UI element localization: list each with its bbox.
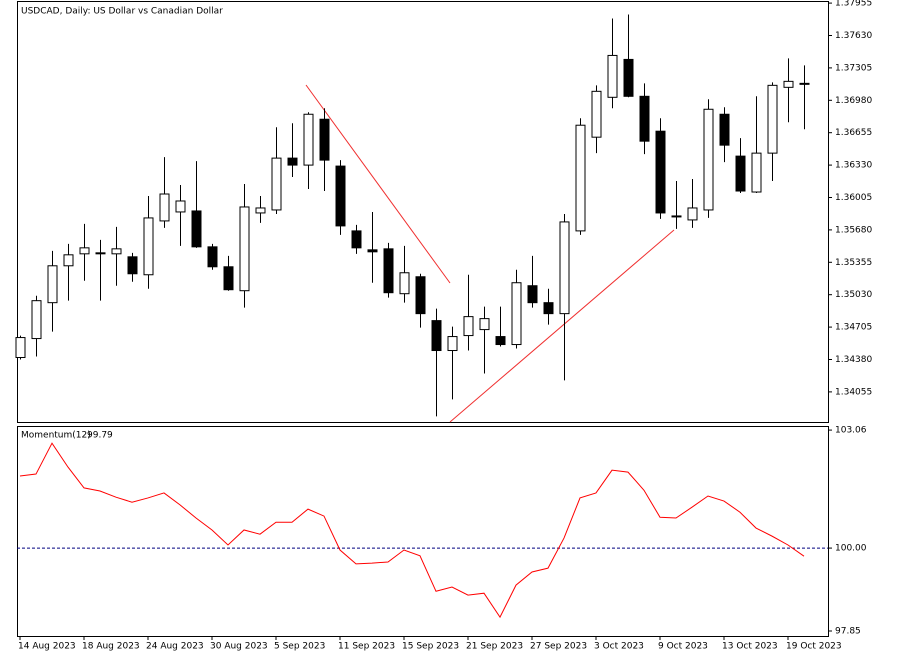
candle-body <box>127 256 138 275</box>
x-tick-label: 21 Sep 2023 <box>466 642 523 652</box>
candle-body <box>431 320 442 352</box>
x-tick-label: 15 Sep 2023 <box>402 642 459 652</box>
candle-body <box>751 152 762 193</box>
candle-body <box>783 80 794 88</box>
candle-body <box>703 108 714 211</box>
candle-body <box>191 210 202 248</box>
y-tick-label: 1.36655 <box>835 128 872 138</box>
candle-body <box>559 221 570 315</box>
candle-body <box>143 217 154 276</box>
y-tick-label: 1.34380 <box>835 355 872 365</box>
candle-body <box>655 130 666 214</box>
candle-body <box>527 285 538 304</box>
candle-body <box>239 206 250 292</box>
candle-body <box>479 318 490 331</box>
y-tick-label: 1.36330 <box>835 161 872 171</box>
indicator-value: 99.79 <box>87 431 113 441</box>
candle-body <box>735 155 746 192</box>
candle-body <box>383 248 394 294</box>
y-tick-label: 1.35355 <box>835 258 872 268</box>
x-tick-label: 13 Oct 2023 <box>722 642 778 652</box>
candle-body <box>799 82 810 85</box>
y-tick-label: 1.34055 <box>835 387 872 397</box>
candle-body <box>543 302 554 315</box>
candle-body <box>591 90 602 138</box>
y-tick-label: 103.06 <box>835 426 867 436</box>
candle-body <box>623 58 634 97</box>
x-tick-label: 14 Aug 2023 <box>18 642 76 652</box>
candle-body <box>671 215 682 218</box>
x-tick-label: 24 Aug 2023 <box>146 642 204 652</box>
trendline <box>305 84 451 284</box>
candle-body <box>79 247 90 255</box>
candle-body <box>255 207 266 214</box>
candle-body <box>207 246 218 268</box>
y-tick-label: 1.35030 <box>835 290 872 300</box>
indicator-frame <box>17 426 829 637</box>
candle-body <box>63 254 74 267</box>
chart-title: USDCAD, Daily: US Dollar vs Canadian Dol… <box>21 7 223 17</box>
candle-body <box>463 316 474 337</box>
x-tick-label: 5 Sep 2023 <box>274 642 325 652</box>
x-tick-label: 18 Aug 2023 <box>82 642 140 652</box>
candle-body <box>271 157 282 211</box>
y-tick-label: 1.37305 <box>835 63 872 73</box>
candle-body <box>303 113 314 166</box>
candle-body <box>447 336 458 352</box>
candle-body <box>495 336 506 346</box>
candle-body <box>31 300 42 340</box>
candle-body <box>335 165 346 227</box>
candle-body <box>175 200 186 213</box>
candle-body <box>15 337 26 358</box>
main-frame <box>17 1 829 423</box>
y-tick-label: 1.34705 <box>835 323 872 333</box>
candle-body <box>575 124 586 232</box>
x-tick-label: 19 Oct 2023 <box>786 642 842 652</box>
candle-body <box>95 252 106 255</box>
y-tick-label: 97.85 <box>835 626 861 636</box>
candle-body <box>719 113 730 146</box>
y-tick-label: 1.37955 <box>835 0 872 9</box>
candle-body <box>511 282 522 346</box>
x-tick-label: 30 Aug 2023 <box>210 642 268 652</box>
candle-body <box>607 54 618 98</box>
x-tick-label: 3 Oct 2023 <box>594 642 644 652</box>
candle-body <box>319 118 330 161</box>
y-tick-label: 1.36980 <box>835 96 872 106</box>
x-tick-label: 9 Oct 2023 <box>658 642 708 652</box>
candle-body <box>399 272 410 295</box>
x-tick-label: 11 Sep 2023 <box>338 642 395 652</box>
momentum-line <box>19 442 805 619</box>
candle-body <box>415 276 426 315</box>
candle-body <box>687 207 698 221</box>
candle-body <box>351 230 362 249</box>
trendline <box>449 229 675 423</box>
candle-body <box>47 265 58 304</box>
candle-body <box>223 266 234 291</box>
y-tick-label: 100.00 <box>835 544 867 554</box>
x-tick-label: 27 Sep 2023 <box>530 642 587 652</box>
candle-body <box>367 249 378 253</box>
candle-body <box>287 157 298 166</box>
candle-body <box>639 95 650 142</box>
y-tick-label: 1.36005 <box>835 193 872 203</box>
candle-body <box>767 84 778 154</box>
indicator-title: Momentum(12) <box>21 431 91 441</box>
candle-body <box>111 248 122 255</box>
y-tick-label: 1.37630 <box>835 31 872 41</box>
y-tick-label: 1.35680 <box>835 225 872 235</box>
candle-body <box>159 193 170 222</box>
